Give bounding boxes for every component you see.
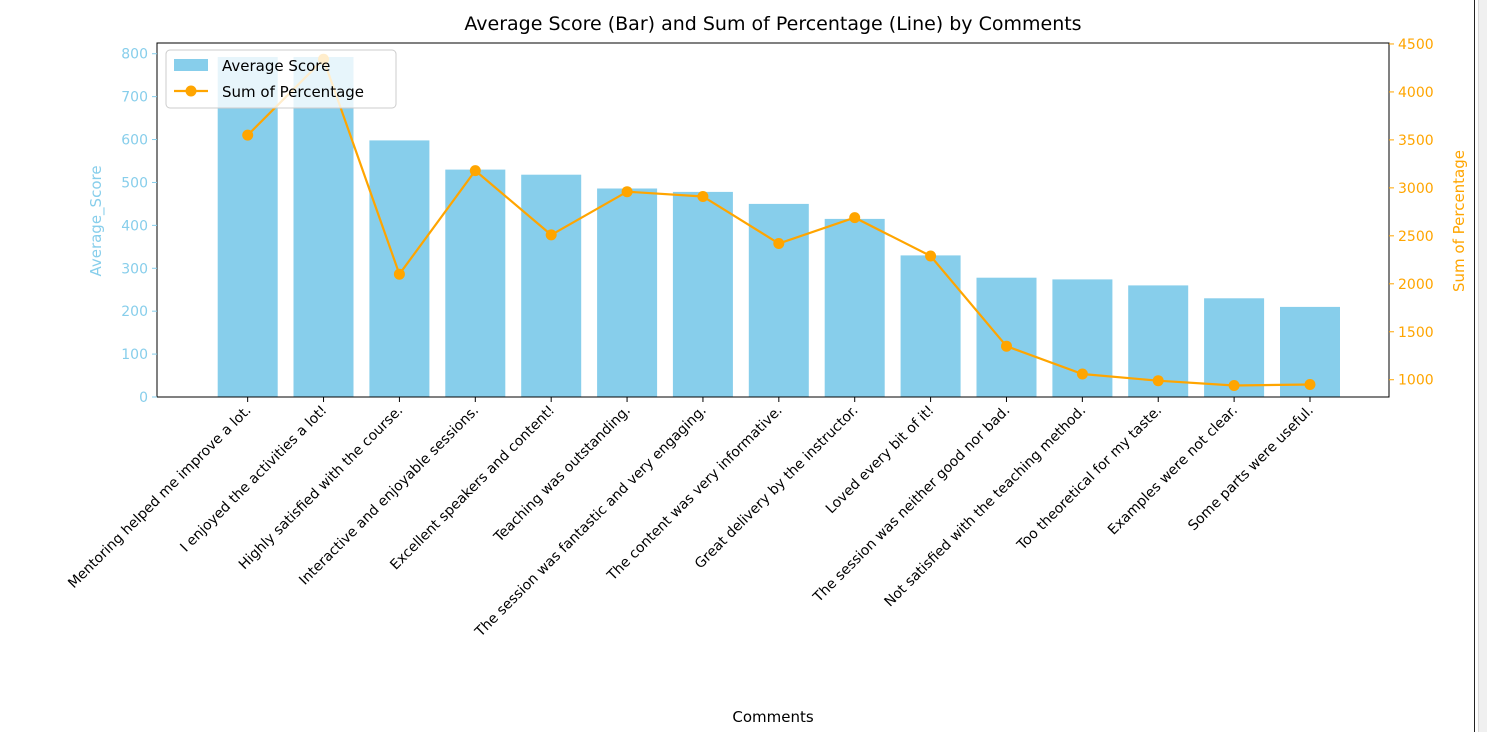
x-tick-label: Great delivery by the instructor. bbox=[692, 403, 862, 573]
x-tick-label: Excellent speakers and content! bbox=[387, 403, 558, 574]
legend: Average Score Sum of Percentage bbox=[165, 49, 397, 109]
y-tick-label: 100 bbox=[121, 347, 148, 363]
bar bbox=[748, 203, 809, 397]
x-tick-label: Highly satisfied with the course. bbox=[236, 403, 406, 573]
legend-swatch-marker bbox=[185, 85, 197, 97]
legend-label-bar: Average Score bbox=[222, 57, 330, 75]
legend-box bbox=[165, 49, 397, 109]
y-tick-label: 600 bbox=[121, 133, 148, 149]
line-point bbox=[1152, 375, 1164, 387]
line-point bbox=[773, 238, 785, 249]
y2-axis-label: Sum of Percentage bbox=[1450, 150, 1468, 292]
y-tick-label: 300 bbox=[121, 261, 148, 277]
window-edge bbox=[1478, 0, 1487, 732]
y2-tick-label: 1500 bbox=[1398, 325, 1434, 341]
legend-swatch-bar bbox=[174, 59, 208, 71]
y-tick-label: 500 bbox=[121, 175, 148, 191]
y2-tick-label: 3500 bbox=[1398, 133, 1434, 149]
y2-tick-label: 1000 bbox=[1398, 373, 1434, 389]
x-tick-label: Too theoretical for my taste. bbox=[1014, 403, 1166, 555]
window-edge-line bbox=[1474, 0, 1475, 732]
y-tick-label: 0 bbox=[139, 390, 148, 406]
chart-title: Average Score (Bar) and Sum of Percentag… bbox=[464, 13, 1081, 35]
x-axis-label: Comments bbox=[732, 708, 813, 726]
x-tick-label: Teaching was outstanding. bbox=[490, 403, 634, 547]
line-point bbox=[849, 212, 861, 224]
line-point bbox=[1304, 379, 1316, 390]
x-tick-label: I enjoyed the activities a lot! bbox=[177, 403, 330, 556]
y-tick-label: 400 bbox=[121, 218, 148, 234]
y2-tick-label: 3000 bbox=[1398, 181, 1434, 197]
line-point bbox=[242, 129, 254, 141]
line-point bbox=[925, 250, 937, 262]
line-point bbox=[393, 268, 405, 280]
x-tick-label: Examples were not clear. bbox=[1105, 403, 1241, 539]
line-point bbox=[697, 191, 709, 202]
bar bbox=[597, 188, 658, 397]
y-tick-label: 200 bbox=[121, 304, 148, 320]
bar bbox=[976, 277, 1037, 397]
bar bbox=[672, 191, 733, 397]
y-tick-label: 800 bbox=[121, 47, 148, 63]
y2-tick-label: 2000 bbox=[1398, 277, 1434, 293]
legend-label-line: Sum of Percentage bbox=[222, 83, 364, 101]
bar bbox=[445, 169, 506, 397]
x-tick-label: Some parts were useful. bbox=[1185, 403, 1317, 535]
line-point bbox=[1076, 368, 1088, 380]
line-point bbox=[1228, 380, 1240, 391]
y2-tick-label: 2500 bbox=[1398, 229, 1434, 245]
y-tick-label: 700 bbox=[121, 90, 148, 106]
line-point bbox=[469, 165, 481, 177]
bar bbox=[521, 174, 582, 397]
bar bbox=[824, 218, 885, 397]
y-axis-label: Average_Score bbox=[87, 165, 106, 276]
y2-tick-label: 4500 bbox=[1398, 37, 1434, 53]
bar bbox=[900, 255, 961, 397]
line-series bbox=[242, 53, 1316, 391]
line-point bbox=[1001, 340, 1012, 352]
y2-tick-label: 4000 bbox=[1398, 85, 1434, 101]
line-point bbox=[621, 186, 633, 198]
plot-frame bbox=[156, 42, 1390, 398]
line-point bbox=[545, 229, 557, 241]
